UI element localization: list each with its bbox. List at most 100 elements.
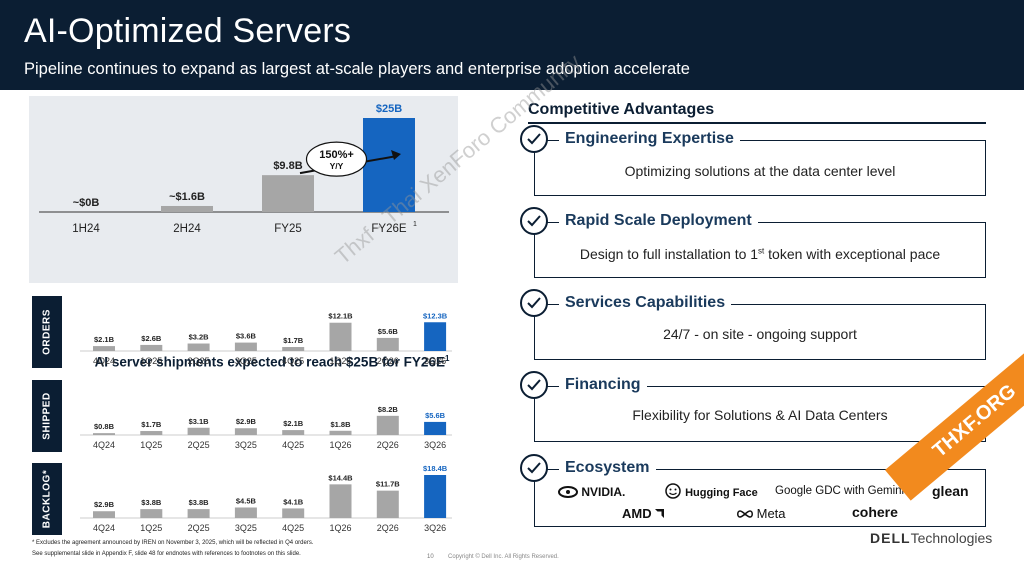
footnote-2: See supplemental slide in Appendix F, sl… xyxy=(32,551,301,557)
mini-chart-tick-label: 2Q25 xyxy=(188,523,210,533)
advantage-title: Services Capabilities xyxy=(559,294,732,312)
advantage-text: Flexibility for Solutions & AI Data Cent… xyxy=(632,407,888,423)
advantages-heading: Competitive Advantages xyxy=(528,101,715,118)
mini-chart-data-label: $2.9B xyxy=(236,417,257,426)
mini-chart-data-label: $3.8B xyxy=(189,498,210,507)
mini-chart-data-label: $2.1B xyxy=(94,335,115,344)
mini-chart-tick-label: 4Q24 xyxy=(93,440,115,450)
nvidia-eye-icon xyxy=(558,486,578,498)
mini-chart-tick-label: 2Q26 xyxy=(377,356,399,366)
check-circle-icon xyxy=(520,454,548,482)
mini-chart-tick-label: 1Q25 xyxy=(140,356,162,366)
dell-wordmark: DELL xyxy=(870,530,911,546)
mini-chart-tick-label: 2Q26 xyxy=(377,440,399,450)
growth-bubble-line2: Y/Y xyxy=(330,161,344,171)
mini-chart-tick-label: 4Q25 xyxy=(282,523,304,533)
orders-row-label: ORDERS xyxy=(32,296,62,368)
mini-chart-data-label: $2.6B xyxy=(141,334,162,343)
mini-chart-bar xyxy=(424,475,447,518)
top-chart-tick-label: FY25 xyxy=(274,223,302,235)
mini-chart-data-label: $4.5B xyxy=(236,496,257,505)
mini-chart-bar xyxy=(187,343,210,351)
mini-chart-tick-label: 1Q26 xyxy=(329,356,351,366)
backlog-label-text: BACKLOG* xyxy=(41,469,53,529)
mini-chart-bar xyxy=(329,484,352,518)
mini-chart-bar xyxy=(187,427,210,435)
advantage-text-pre: Design to full installation to 1 xyxy=(579,246,759,262)
caption-text: AI server shipments expected to reach $2… xyxy=(94,354,445,370)
copyright: Copyright © Dell Inc. All Rights Reserve… xyxy=(448,554,559,560)
mini-chart-tick-label: 3Q26 xyxy=(424,523,446,533)
amd-logo: AMD xyxy=(622,506,665,521)
mini-chart-bar xyxy=(282,430,305,435)
backlog-chart-svg: $2.9B 4Q24 $3.8B 1Q25 $3.8B 2Q25 $4.5B 3Q25 $4.1… xyxy=(80,464,452,533)
mini-chart-data-label: $1.8B xyxy=(330,420,351,429)
mini-chart-tick-label: 4Q24 xyxy=(93,523,115,533)
footnote-1: * Excludes the agreement announced by IR… xyxy=(32,540,314,546)
mini-chart-bar xyxy=(282,347,305,351)
top-chart-bar xyxy=(262,175,314,212)
mini-chart-data-label: $3.6B xyxy=(236,332,257,341)
growth-arrow-head xyxy=(391,150,401,160)
hugging-face-icon xyxy=(665,483,681,499)
mini-chart-bar xyxy=(376,415,399,435)
mini-chart-data-label: $14.4B xyxy=(328,473,353,482)
mini-chart-tick-label: 3Q26 xyxy=(424,440,446,450)
mini-chart-tick-label: 4Q25 xyxy=(282,356,304,366)
shipped-chart-svg: $0.8B 4Q24 $1.7B 1Q25 $3.1B 2Q25 $2.9B 3Q25 $2.1… xyxy=(80,405,452,450)
caption-footnote: 1 xyxy=(444,354,450,363)
advantage-engineering: Engineering Expertise Optimizing solutio… xyxy=(534,130,986,196)
top-chart-data-label: ~$1.6B xyxy=(169,191,205,203)
mini-chart-tick-label: 4Q25 xyxy=(282,440,304,450)
header-band: AI-Optimized Servers Pipeline continues … xyxy=(0,0,1024,90)
top-chart-data-label: $9.8B xyxy=(273,160,302,172)
top-chart-bar xyxy=(161,205,213,212)
top-chart-tick-label: 1H24 xyxy=(72,223,100,235)
advantage-text-post: token with exceptional pace xyxy=(764,246,941,262)
top-chart-bar xyxy=(363,118,415,212)
top-chart-data-label: ~$0B xyxy=(73,197,100,209)
mini-chart-data-label: $3.1B xyxy=(189,417,210,426)
advantage-title: Financing xyxy=(559,376,647,394)
mini-chart-bar xyxy=(93,511,115,518)
huggingface-text: Hugging Face xyxy=(685,487,758,499)
technologies-wordmark: Technologies xyxy=(910,530,993,546)
mini-chart-bar xyxy=(140,431,163,435)
mini-chart-bar xyxy=(329,322,352,351)
mini-chart-bar xyxy=(234,428,257,435)
top-chart-tick-label: 2H24 xyxy=(173,223,201,235)
advantage-title: Engineering Expertise xyxy=(559,130,740,148)
shipped-label-text: SHIPPED xyxy=(41,392,53,440)
advantage-text: 24/7 - on site - ongoing support xyxy=(663,326,857,342)
meta-infinity-icon xyxy=(737,510,753,518)
page-title: AI-Optimized Servers xyxy=(24,12,352,50)
mini-chart-tick-label: 4Q24 xyxy=(93,356,115,366)
shipped-row-label: SHIPPED xyxy=(32,380,62,452)
dell-technologies-logo: DELLTechnologies xyxy=(870,530,992,546)
growth-bubble-line1: 150%+ xyxy=(319,149,354,161)
mini-chart-data-label: $12.3B xyxy=(423,311,448,320)
check-circle-icon xyxy=(520,207,548,235)
advantage-text: Optimizing solutions at the data center … xyxy=(624,163,896,179)
orders-label-text: ORDERS xyxy=(41,309,53,355)
growth-bubble xyxy=(305,141,368,177)
mini-chart-bar xyxy=(376,337,399,351)
backlog-row-label: BACKLOG* xyxy=(32,463,62,535)
mini-chart-bar xyxy=(282,508,305,518)
mini-chart-tick-label: 3Q25 xyxy=(235,356,257,366)
advantage-services: Services Capabilities 24/7 - on site - o… xyxy=(534,294,986,360)
mini-chart-data-label: $18.4B xyxy=(423,464,448,473)
advantage-financing: Financing Flexibility for Solutions & AI… xyxy=(534,376,986,442)
glean-logo: glean xyxy=(932,483,969,499)
mini-chart-bar xyxy=(140,344,163,351)
mini-chart-tick-label: 3Q26 xyxy=(424,356,446,366)
advantage-text: Design to full installation to 1st token… xyxy=(535,246,985,262)
top-chart-svg: ~$0B 1H24 ~$1.6B 2H24 $9.8B FY25 $25B FY26E 1 150… xyxy=(39,103,449,235)
mini-chart-data-label: $8.2B xyxy=(378,405,399,414)
mini-chart-bar xyxy=(424,421,447,435)
orders-chart-svg: $2.1B 4Q24 $2.6B 1Q25 $3.2B 2Q25 $3.6B 3Q25 $1.7… xyxy=(80,311,452,366)
mini-chart-tick-label: 3Q25 xyxy=(235,523,257,533)
mini-chart-data-label: $4.1B xyxy=(283,497,304,506)
check-circle-icon xyxy=(520,289,548,317)
google-gdc-logo: Google GDC with Gemini xyxy=(775,485,905,497)
